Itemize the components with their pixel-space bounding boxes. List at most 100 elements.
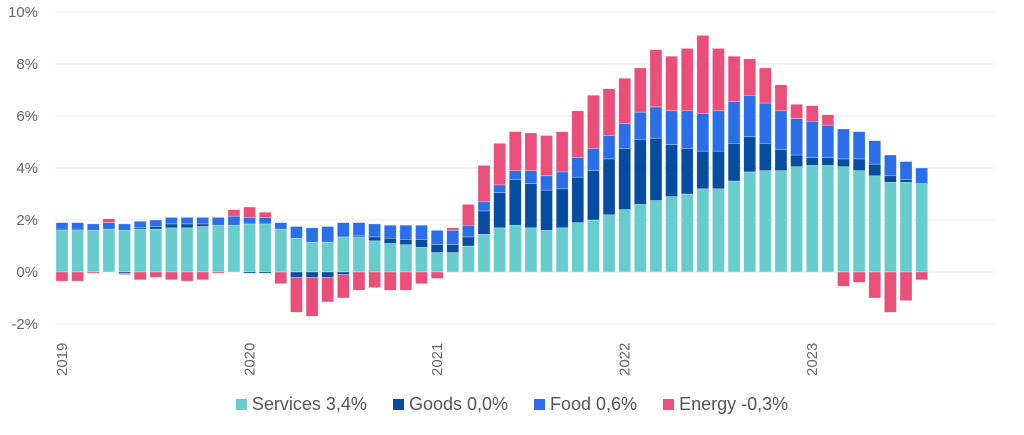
bar-goods-2019-08 [165, 223, 178, 229]
legend-swatch-icon [392, 399, 404, 410]
bars [55, 35, 928, 317]
bar-goods-2020-04 [290, 271, 303, 278]
bar-food-2019-09 [180, 217, 194, 225]
bar-energy-2021-04 [477, 165, 491, 203]
bar-services-2022-08 [727, 180, 741, 273]
legend: Services 3,4% Goods 0,0% Food 0,6% Energy -… [0, 394, 1024, 415]
bar-services-2019-10 [196, 226, 209, 273]
bar-services-2019-09 [180, 227, 194, 273]
bar-services-2020-04 [290, 237, 303, 273]
bar-energy-2021-06 [509, 131, 522, 171]
bar-energy-2021-12 [602, 88, 616, 136]
bar-services-2023-08 [915, 183, 928, 273]
bar-food-2019-01 [55, 222, 69, 230]
bar-services-2023-06 [884, 182, 897, 273]
bar-services-2019-04 [102, 228, 116, 273]
bar-services-2019-03 [87, 230, 100, 273]
bar-energy-2019-01 [55, 271, 69, 282]
bar-food-2019-10 [196, 217, 209, 225]
bar-food-2022-09 [743, 94, 756, 138]
bar-energy-2020-10 [383, 271, 397, 291]
bar-food-2021-11 [587, 148, 600, 171]
legend-item-services[interactable]: Services 3,4% [235, 394, 367, 415]
bar-food-2019-12 [227, 215, 241, 226]
bar-goods-2021-11 [587, 170, 600, 221]
legend-item-food[interactable]: Food 0,6% [534, 394, 637, 415]
bar-services-2023-07 [899, 182, 913, 273]
bar-food-2022-06 [696, 113, 710, 152]
bar-energy-2020-12 [415, 271, 428, 284]
y-axis-ticks: -2% 0% 2% 4% 6% 8% 10% [8, 4, 38, 333]
bar-food-2022-08 [727, 101, 741, 144]
bar-services-2021-04 [477, 234, 491, 273]
bar-food-2022-01 [618, 123, 631, 149]
bar-energy-2019-04 [102, 218, 116, 223]
bar-food-2020-04 [290, 226, 303, 239]
bar-energy-2022-01 [618, 78, 631, 125]
bar-goods-2021-10 [571, 176, 585, 223]
bar-goods-2021-12 [602, 158, 616, 216]
bar-food-2019-03 [87, 223, 100, 231]
bar-food-2020-08 [352, 222, 366, 236]
x-tick-label: 2021 [429, 343, 446, 376]
legend-item-goods[interactable]: Goods 0,0% [392, 394, 508, 415]
x-tick-label: 2022 [617, 343, 634, 376]
y-tick-label: 8% [16, 56, 38, 73]
x-axis-ticks: 2019 2020 2021 2022 2023 [54, 343, 821, 376]
legend-item-energy[interactable]: Energy -0,3% [663, 394, 788, 415]
bar-energy-2020-06 [321, 276, 334, 303]
bar-food-2022-02 [634, 111, 647, 140]
bar-energy-2019-10 [196, 271, 209, 281]
bar-food-2019-05 [118, 223, 131, 231]
bar-energy-2023-01 [805, 105, 819, 122]
bar-services-2023-04 [852, 170, 866, 273]
bar-food-2019-11 [212, 217, 225, 226]
bar-goods-2022-07 [712, 150, 725, 190]
bar-services-2022-12 [790, 166, 803, 273]
bar-food-2019-04 [102, 222, 116, 230]
bar-services-2020-12 [415, 247, 428, 273]
bar-food-2022-11 [774, 110, 788, 151]
bar-energy-2023-07 [899, 271, 913, 301]
bar-services-2022-05 [680, 193, 694, 273]
bar-goods-2021-03 [462, 236, 475, 247]
bar-food-2021-12 [602, 135, 616, 160]
bar-energy-2020-01 [243, 206, 256, 218]
bar-services-2022-03 [649, 200, 663, 273]
bar-energy-2020-08 [352, 271, 366, 291]
bar-energy-2019-08 [165, 271, 178, 281]
bar-food-2021-02 [446, 230, 459, 245]
bar-energy-2020-03 [274, 271, 288, 284]
bar-goods-2020-10 [383, 237, 397, 244]
bar-food-2023-07 [899, 161, 913, 180]
bar-goods-2022-10 [759, 143, 772, 171]
bar-food-2021-07 [524, 170, 538, 184]
bar-goods-2020-12 [415, 239, 428, 248]
bar-goods-2023-07 [899, 179, 913, 183]
bar-goods-2020-07 [337, 271, 350, 275]
bar-goods-2021-04 [477, 210, 491, 235]
bar-food-2023-02 [821, 124, 835, 158]
bar-food-2022-05 [680, 110, 694, 149]
bar-energy-2021-05 [493, 143, 506, 186]
bar-energy-2022-08 [727, 55, 741, 102]
bar-goods-2021-07 [524, 183, 538, 229]
bar-goods-2022-09 [743, 136, 756, 173]
legend-swatch-icon [235, 399, 247, 410]
bar-energy-2019-12 [227, 209, 241, 217]
bar-services-2020-05 [305, 241, 319, 273]
bar-services-2021-12 [602, 214, 616, 273]
bar-goods-2022-03 [649, 137, 663, 201]
gridlines [55, 11, 994, 325]
bar-energy-2020-04 [290, 276, 303, 313]
bar-services-2022-01 [618, 209, 631, 273]
bar-services-2021-02 [446, 252, 459, 273]
bar-goods-2022-02 [634, 139, 647, 205]
bar-energy-2021-08 [540, 135, 553, 177]
bar-energy-2021-07 [524, 132, 538, 171]
bar-food-2022-12 [790, 118, 803, 156]
bar-food-2021-01 [430, 230, 444, 245]
bar-energy-2021-02 [446, 227, 459, 231]
bar-services-2022-04 [665, 196, 678, 273]
bar-energy-2022-02 [634, 67, 647, 113]
